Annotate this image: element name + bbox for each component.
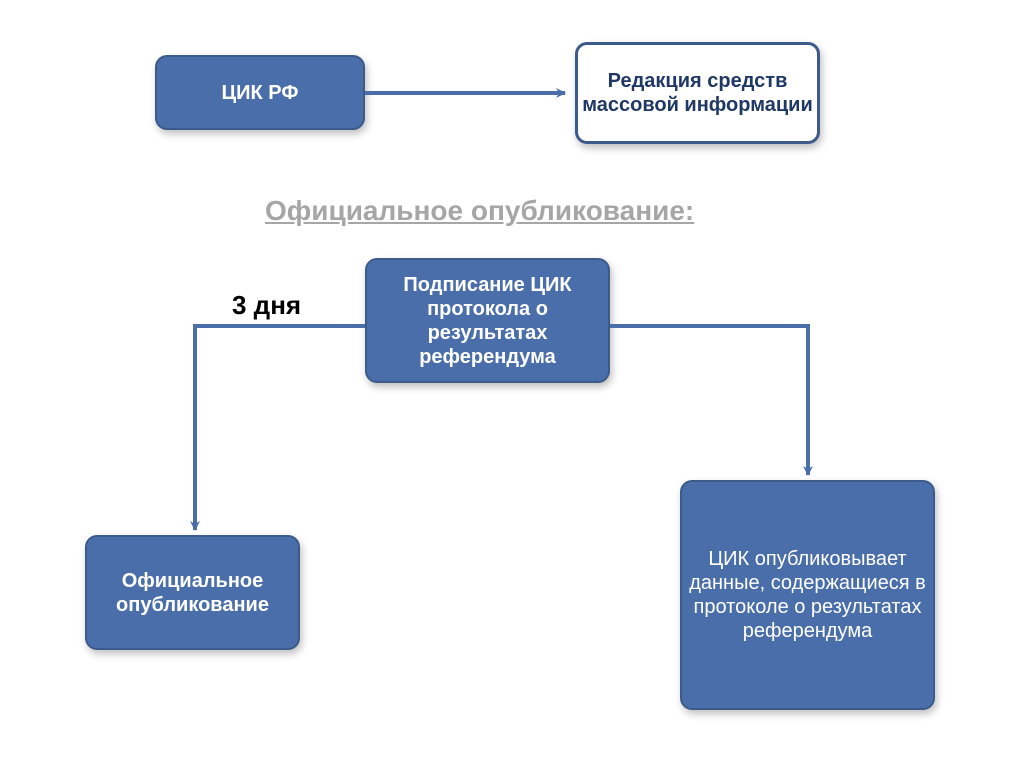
duration-label-text: 3 дня — [232, 290, 301, 320]
section-title: Официальное опубликование: — [265, 195, 694, 227]
node-sign: Подписание ЦИК протокола о результатах р… — [365, 258, 610, 383]
node-cik: ЦИК РФ — [155, 55, 365, 130]
node-cik-text: ЦИК РФ — [218, 77, 303, 109]
node-data: ЦИК опубликовывает данные, содержащиеся … — [680, 480, 935, 710]
edge-sign-publish — [175, 306, 385, 550]
duration-label: 3 дня — [232, 290, 301, 321]
node-media: Редакция средств массовой информации — [575, 42, 820, 144]
node-data-text: ЦИК опубликовывает данные, содержащиеся … — [682, 543, 933, 647]
node-publish: Официальное опубликование — [85, 535, 300, 650]
node-media-text: Редакция средств массовой информации — [578, 65, 817, 121]
edge-cik-media — [345, 73, 585, 113]
section-title-text: Официальное опубликование: — [265, 195, 694, 226]
node-publish-text: Официальное опубликование — [87, 565, 298, 621]
node-sign-text: Подписание ЦИК протокола о результатах р… — [367, 269, 608, 373]
edge-sign-data — [590, 306, 828, 495]
